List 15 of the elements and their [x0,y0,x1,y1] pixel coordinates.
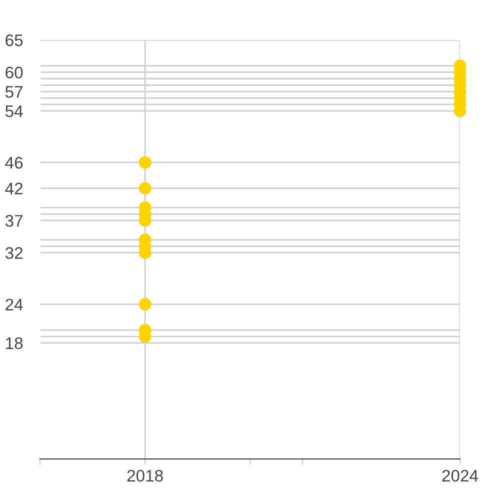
y-tick-label: 18 [6,337,23,350]
y-tick-label: 57 [5,86,22,98]
y-tick-label: 46 [5,156,23,169]
y-tick-label: 54 [5,105,23,118]
y-tick-label: 37 [5,214,22,227]
y-tick-label: 60 [6,66,23,78]
y-tick-label: 24 [6,298,23,310]
x-tick-label: 2024 [442,470,478,482]
y-tick-label: 32 [5,247,22,259]
y-tick-label: 65 [6,34,23,46]
point [138,298,152,311]
point [138,182,152,195]
point [138,156,152,169]
x-tick-label: 2018 [127,470,163,482]
y-tick-label: 42 [5,182,22,194]
